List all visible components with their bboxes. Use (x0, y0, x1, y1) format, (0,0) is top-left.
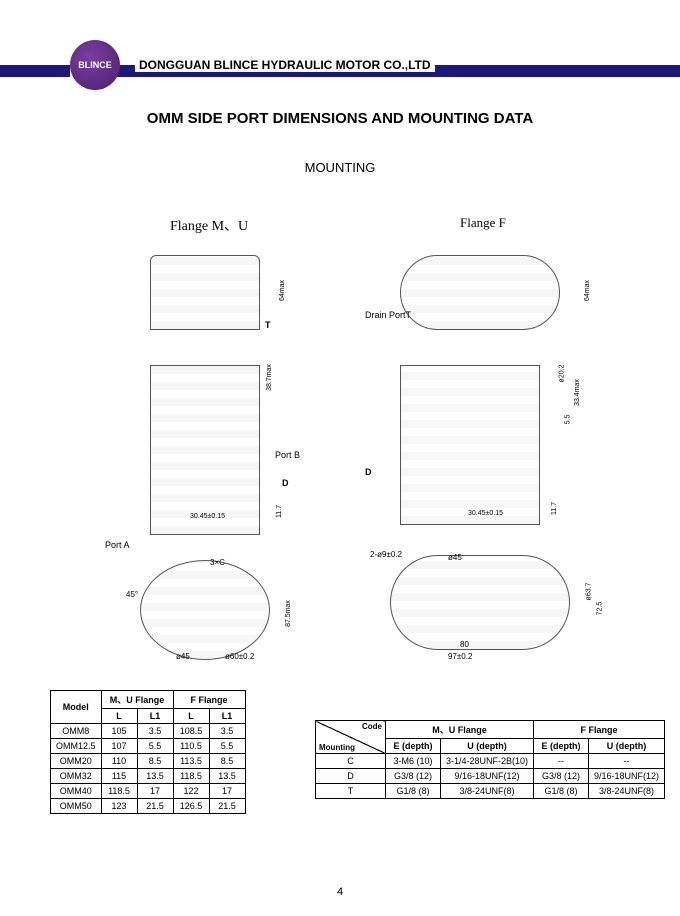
drawing-flange-mu-front (140, 560, 270, 660)
table-row: Code Mounting M、U Flange F Flange (316, 721, 665, 739)
drawing-flange-mu-side (150, 365, 260, 535)
dim-2d9: 2-ø9±0.2 (370, 550, 402, 559)
drawing-flange-f-front (390, 555, 570, 650)
table-row: OMM12.51075.5110.55.5 (51, 739, 246, 754)
dim-11-7-r: 11.7 (551, 502, 558, 515)
table-row: C3-M6 (10)3-1/4-28UNF-2B(10)---- (316, 754, 665, 769)
brand-logo: BLINCE (70, 40, 120, 90)
page-title: OMM SIDE PORT DIMENSIONS AND MOUNTING DA… (0, 110, 680, 127)
dim-left-port: 30.45±0.15 (190, 513, 225, 520)
flange-label-mu: Flange M、U (170, 215, 248, 235)
table-row: OMM201108.5113.58.5 (51, 754, 246, 769)
flange-label-f: Flange F (460, 215, 506, 231)
dim-5-5: 5.5 (564, 415, 571, 425)
drawing-flange-mu-top (150, 255, 260, 330)
table-row: OMM81053.5108.53.5 (51, 724, 246, 739)
dim-3xc: 3×C (210, 558, 225, 567)
dim-45: 45° (126, 590, 138, 599)
dim-d63: ø63.7 (585, 583, 592, 601)
dim-d45-r: ø45 (448, 553, 462, 562)
dim-d20: ø20.2 (558, 365, 565, 383)
label-d-right: D (365, 467, 372, 477)
dim-33max: 33.4max (574, 379, 581, 406)
dim-11-7-l: 11.7 (276, 505, 283, 518)
label-drain-port: Drain PortT (365, 310, 411, 320)
dim-d60: ø60±0.2 (225, 652, 254, 661)
label-t: T (265, 320, 271, 330)
table-row: Model M、U Flange F Flange (51, 691, 246, 709)
table-row: TG1/8 (8)3/8-24UNF(8)G1/8 (8)3/8-24UNF(8… (316, 784, 665, 799)
table-row: OMM40118.51712217 (51, 784, 246, 799)
label-port-b: Port B (275, 450, 300, 460)
label-port-a: Port A (105, 540, 130, 550)
dim-d45-l: ø45 (176, 652, 190, 661)
dim-64max-l: 64max (279, 280, 286, 301)
drawing-flange-f-top (400, 255, 560, 330)
dim-80: 80 (460, 640, 469, 649)
dim-38max: 38.7max (266, 364, 273, 391)
drawing-flange-f-side (400, 365, 540, 525)
company-name: DONGGUAN BLINCE HYDRAULIC MOTOR CO.,LTD (135, 58, 435, 72)
dimensions-table-2: Code Mounting M、U Flange F Flange E (dep… (315, 720, 665, 799)
dimensions-table-1: Model M、U Flange F Flange L L1 L L1 OMM8… (50, 690, 246, 814)
table-row: OMM3211513.5118.513.5 (51, 769, 246, 784)
table-row: OMM5012321.5126.521.5 (51, 799, 246, 814)
dim-72-5: 72.5 (596, 602, 603, 616)
dim-87max: 87.5max (285, 600, 292, 627)
dim-97: 97±0.2 (448, 652, 472, 661)
label-d-left: D (282, 478, 289, 488)
page-subtitle: MOUNTING (0, 160, 680, 175)
logo-text: BLINCE (78, 60, 112, 70)
dim-right-port: 30.45±0.15 (468, 510, 503, 517)
table-row: DG3/8 (12)9/16-18UNF(12)G3/8 (12)9/16-18… (316, 769, 665, 784)
page-number: 4 (0, 886, 680, 898)
dim-64max-r: 64max (584, 280, 591, 301)
